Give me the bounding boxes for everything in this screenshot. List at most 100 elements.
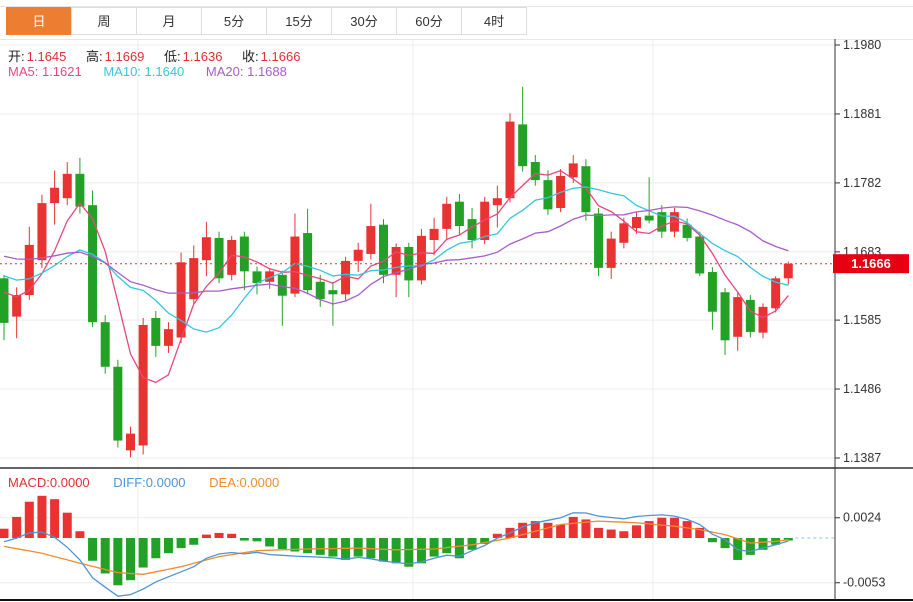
ma10-value: MA10: 1.1640 xyxy=(103,64,185,79)
candle-body xyxy=(151,318,161,346)
tab-5min[interactable]: 5分 xyxy=(201,7,267,35)
candle-body xyxy=(75,173,85,207)
price-tick-label: 1.1881 xyxy=(843,107,881,121)
macd-bar xyxy=(707,538,717,543)
tab-30min[interactable]: 30分 xyxy=(331,7,397,35)
candle-body xyxy=(138,324,148,446)
price-tick-label: 1.1486 xyxy=(843,382,881,396)
candle-body xyxy=(454,201,464,227)
candle-body xyxy=(126,433,135,451)
candle-body xyxy=(88,205,98,323)
candle-body xyxy=(467,219,477,241)
macd-bar xyxy=(0,528,9,538)
macd-bar xyxy=(492,533,502,538)
candle-body xyxy=(695,236,705,274)
candle-body xyxy=(379,224,388,275)
macd-info: MACD:0.0000 DIFF:0.0000 DEA:0.0000 xyxy=(8,475,299,490)
macd-bar xyxy=(176,538,186,549)
candle-body xyxy=(505,121,515,199)
period-tabbar: 日 周 月 5分 15分 30分 60分 4时 xyxy=(6,7,527,35)
tab-60min[interactable]: 60分 xyxy=(396,7,462,35)
macd-bar xyxy=(303,538,313,554)
candle-body xyxy=(265,271,275,282)
ma10-line xyxy=(3,186,789,333)
candle-body xyxy=(328,290,338,295)
macd-bar xyxy=(556,524,566,538)
tab-week[interactable]: 周 xyxy=(71,7,137,35)
current-price-tag: 1.1666 xyxy=(833,254,909,274)
price-tick-label: 1.1782 xyxy=(843,176,881,190)
current-price-tag-label: 1.1666 xyxy=(851,256,891,271)
macd-bar xyxy=(454,538,464,559)
candle-body xyxy=(657,212,667,232)
dea-line xyxy=(3,520,789,575)
candle-body xyxy=(214,237,224,279)
candle-body xyxy=(100,322,110,367)
ma-info: MA5: 1.1621 MA10: 1.1640 MA20: 1.1688 xyxy=(8,64,305,79)
macd-bar xyxy=(277,538,287,549)
macd-bar xyxy=(619,531,629,538)
macd-bar xyxy=(429,538,439,557)
macd-bar xyxy=(594,527,604,538)
candle-body xyxy=(24,244,34,296)
macd-tick-label: 0.0024 xyxy=(843,511,881,525)
macd-bar xyxy=(720,538,730,549)
macd-bar xyxy=(416,538,426,564)
macd-bar xyxy=(37,495,47,538)
candle-body xyxy=(606,238,616,268)
macd-bar xyxy=(201,534,211,538)
candle-body xyxy=(0,278,9,323)
candle-body xyxy=(682,224,692,238)
macd-bar xyxy=(669,517,679,538)
macd-value: MACD:0.0000 xyxy=(8,475,90,490)
candle-body xyxy=(50,187,60,204)
close-value: 收: 1.1666 xyxy=(242,49,301,64)
macd-bar xyxy=(252,538,262,542)
candle-body xyxy=(366,226,376,254)
candle-body xyxy=(12,295,22,317)
candle-body xyxy=(543,180,553,210)
candle-body xyxy=(632,217,641,229)
gridlines-layer xyxy=(0,39,835,600)
candle-body xyxy=(239,236,249,272)
macd-bar xyxy=(24,501,34,538)
macd-bar xyxy=(543,522,553,538)
candle-body xyxy=(530,162,540,181)
tab-4hour[interactable]: 4时 xyxy=(461,7,527,35)
candle-body xyxy=(429,228,439,241)
macd-bar xyxy=(189,538,199,545)
frame-layer xyxy=(0,39,913,601)
macd-bar xyxy=(265,538,275,547)
candle-body xyxy=(277,274,287,296)
candle-body xyxy=(37,203,47,261)
macd-bar xyxy=(341,538,351,560)
candle-body xyxy=(303,233,313,291)
tab-month[interactable]: 月 xyxy=(136,7,202,35)
candle-body xyxy=(315,281,325,300)
macd-bar xyxy=(695,527,705,538)
tab-15min[interactable]: 15分 xyxy=(266,7,332,35)
macd-bar xyxy=(467,538,477,550)
diff-value: DIFF:0.0000 xyxy=(113,475,186,490)
macd-bar xyxy=(632,525,641,538)
candle-body xyxy=(594,213,604,268)
ma-lines-layer xyxy=(3,169,789,384)
candle-body xyxy=(733,297,743,337)
macd-bar xyxy=(239,538,249,541)
macd-bar xyxy=(290,538,300,552)
candle-body xyxy=(353,249,363,261)
macd-bar xyxy=(480,538,490,544)
candle-body xyxy=(163,329,173,346)
macd-bar xyxy=(568,516,578,538)
tab-day[interactable]: 日 xyxy=(6,7,72,35)
candle-body xyxy=(568,163,578,178)
macd-bar xyxy=(315,538,325,555)
candle-body xyxy=(707,272,717,312)
ma20-value: MA20: 1.1688 xyxy=(205,64,287,79)
price-tick-label: 1.1387 xyxy=(843,451,881,465)
low-value: 低: 1.1636 xyxy=(164,49,223,64)
macd-bar xyxy=(657,517,667,538)
macd-bar xyxy=(682,521,692,538)
